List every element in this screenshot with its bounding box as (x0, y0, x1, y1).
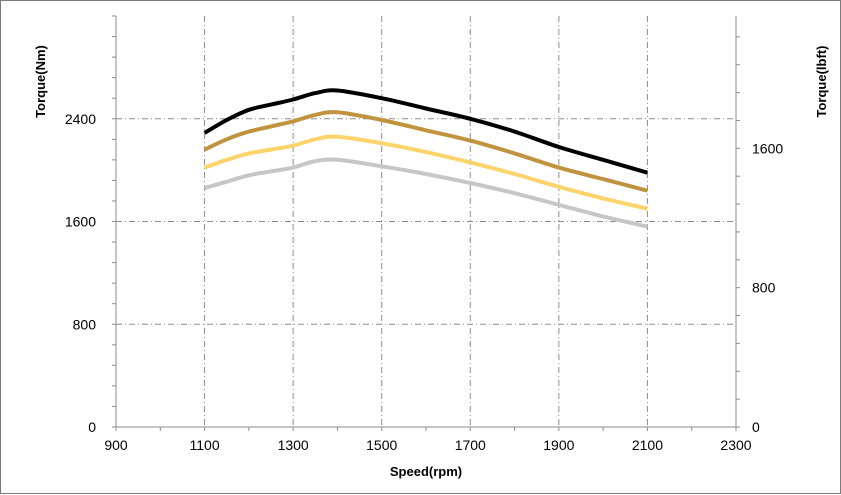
x-tick-label: 2300 (720, 437, 751, 453)
x-tick-label: 1300 (278, 437, 309, 453)
x-tick-label: 1100 (190, 437, 220, 453)
series-line-3 (203, 134, 648, 211)
x-tick-label: 1500 (366, 437, 397, 453)
y2-tick-label: 1600 (752, 140, 783, 156)
y2-tick-label: 0 (752, 419, 760, 435)
series-line-4 (204, 157, 648, 229)
y-tick-label: 0 (88, 419, 96, 435)
series-lines (203, 88, 648, 229)
x-tick-label: 1700 (455, 437, 486, 453)
x-tick-label: 2100 (632, 437, 663, 453)
y-tick-label: 800 (73, 316, 97, 332)
series-line-1 (203, 88, 648, 175)
series-line-2 (203, 110, 648, 193)
y2-axis-title: Torque(lbft) (814, 46, 829, 118)
y2-tick-label: 800 (752, 280, 776, 296)
tick-labels: 900 1100 1300 1500 1700 1900 2100 2300080016002… (65, 111, 784, 453)
y-axis-title: Torque(Nm) (33, 45, 48, 118)
y-tick-label: 1600 (65, 214, 96, 230)
x-axis-title: Speed(rpm) (390, 464, 462, 479)
x-tick-label: 900 (104, 437, 128, 453)
x-tick-label: 1900 (543, 437, 574, 453)
axes (112, 15, 740, 431)
y-tick-label: 2400 (65, 111, 96, 127)
grid-lines (116, 16, 736, 427)
